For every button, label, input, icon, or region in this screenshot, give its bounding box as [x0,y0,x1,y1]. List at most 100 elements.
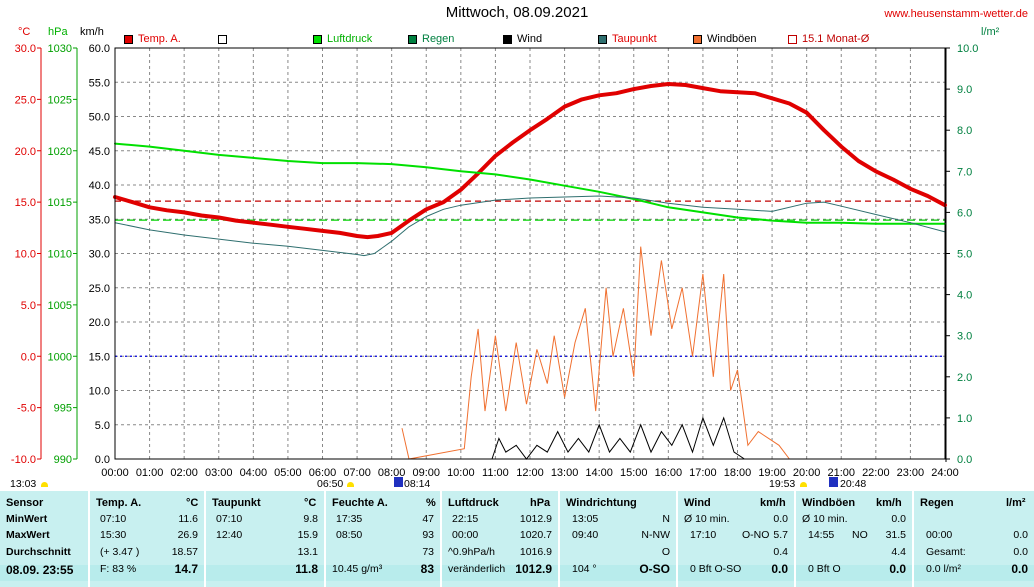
sep-3 [324,491,326,587]
sensor-avg-label: Durchschnitt [6,546,71,558]
col-dewpoint: Taupunkt °C 07:10 9.8 12:40 15.9 13.1 11… [206,491,324,587]
wind-gust-series [401,246,790,460]
temp-tick-label: 15.0 [15,197,36,209]
sep-7 [794,491,796,587]
temp-tick-label: 0.0 [21,351,36,363]
temp-tick-label: -10.0 [11,454,36,466]
time-tick-label: 09:00 [412,467,440,479]
grid [115,48,945,459]
dew-current-value: 11.8 [295,562,318,576]
dir-degrees: 104 ° [572,563,597,575]
press-header: Luftdruck [448,497,499,509]
press-max-time: 00:00 [452,529,479,541]
sep-6 [676,491,678,587]
rain-tick-label: 6.0 [957,207,972,219]
time-tick-label: 06:00 [309,467,337,479]
temp-max-value: 26.9 [177,529,198,541]
hum-absolute: 10.45 g/m³ [332,563,383,575]
temp-tick-label: 10.0 [15,249,36,261]
wind-tick-label: 50.0 [89,112,110,124]
time-tick-label: 21:00 [827,467,855,479]
col-temp: Temp. A. °C 07:10 11.6 15:30 26.9 (+ 3.4… [90,491,204,587]
wind-avg-value: 0.4 [773,546,788,558]
legend-month-avg-label: 15.1 Monat-Ø [802,33,870,45]
moon-icon [41,482,48,487]
legend-dewpoint: Taupunkt [598,32,657,46]
hum-max-value: 93 [422,529,434,541]
time-tick-label: 10:00 [447,467,475,479]
site-url[interactable]: www.heusenstamm-wetter.de [884,8,1028,20]
sensor-current-label: 08.09. 23:55 [6,563,74,577]
time-tick-label: 24:00 [931,467,959,479]
sunrise-label: 06:50 [317,478,344,490]
press-max-value: 1020.7 [519,529,552,541]
sunrise-icon [347,482,354,487]
wind-header-unit: km/h [760,497,786,509]
temp-min-time: 07:10 [100,513,127,525]
press-tick-label: 1030 [48,43,72,55]
legend-temp: Temp. A. [124,32,181,46]
col-gusts: Windböen km/h Ø 10 min. 0.0 14:55 NO 31.… [796,491,912,587]
time-tick-label: 18:00 [724,467,752,479]
gust-beaufort: 0 Bft O [808,563,841,575]
hum-header: Feuchte A. [332,497,388,509]
press-avg-value: 1016.9 [519,546,552,558]
wind-tick-label: 45.0 [89,146,110,158]
rain-tick-label: 1.0 [957,413,972,425]
legend-pressure-swatch [313,34,322,44]
rain-total-label: Gesamt: [926,546,966,558]
temp-tick-label: 5.0 [21,300,36,312]
legend-temp-label: Temp. A. [138,33,181,45]
rain-tick-label: 5.0 [957,249,972,261]
weather-plot: 30.0 1030 25.0 1025 20.0 1020 15.0 1015 10.0 1010… [11,43,979,479]
sensor-header: Sensor [6,497,44,509]
legend-wind-swatch [503,34,512,44]
dew-min-time: 07:10 [216,513,243,525]
wind-10min-label: Ø 10 min. [684,513,730,525]
time-tick-label: 19:00 [758,467,786,479]
time-tick-label: 03:00 [205,467,233,479]
col-humidity: Feuchte A. % 17:35 47 08:50 93 73 10.45 … [326,491,440,587]
rain-today: 0.0 l/m² [926,563,962,575]
wind-tick-label: 20.0 [89,317,110,329]
temp-feel: F: 83 % [100,563,137,575]
temp-tick-label: 20.0 [15,146,36,158]
dir-min-time: 13:05 [572,513,599,525]
rain-tick-label: 7.0 [957,166,972,178]
time-tick-label: 15:00 [620,467,648,479]
temp-header-unit: °C [186,497,199,509]
legend-rain: Regen [408,32,454,46]
stats-last-row [0,565,1034,581]
dir-current-value: O-SO [639,562,670,576]
press-min-value: 1012.9 [519,513,552,525]
legend-blank [218,32,232,46]
temp-unit: °C [18,26,31,38]
temp-tick-label: -5.0 [17,403,36,415]
press-tick-label: 995 [54,403,72,415]
legend-gusts: Windböen [693,32,757,46]
col-sensor: Sensor MinWert MaxWert Durchschnitt 08.0… [0,491,88,587]
temp-current-value: 14.7 [174,562,198,576]
legend-gusts-swatch [693,34,702,44]
press-tick-label: 990 [54,454,72,466]
gust-max-value: 31.5 [885,529,906,541]
press-tick-label: 1015 [48,197,72,209]
legend-month-avg-swatch [788,34,797,44]
dew-max-time: 12:40 [216,529,243,541]
dir-max-time: 09:40 [572,529,599,541]
chart-title: Mittwoch, 08.09.2021 [445,4,589,21]
wind-tick-label: 60.0 [89,43,110,55]
time-tick-label: 01:00 [136,467,164,479]
stats-panel: Sensor MinWert MaxWert Durchschnitt 08.0… [0,491,1034,587]
gust-10min-value: 0.0 [891,513,906,525]
rain-tick-label: 9.0 [957,84,972,96]
dew-header-unit: °C [304,497,317,509]
wind-max-time: 17:10 [690,529,717,541]
time-tick-label: 16:00 [655,467,683,479]
temp-avg-value: 18.57 [171,546,198,558]
sep-1 [88,491,90,587]
time-tick-label: 23:00 [897,467,925,479]
rain-unit: l/m² [981,26,1000,38]
wind-unit: km/h [80,26,104,38]
time-tick-label: 22:00 [862,467,890,479]
